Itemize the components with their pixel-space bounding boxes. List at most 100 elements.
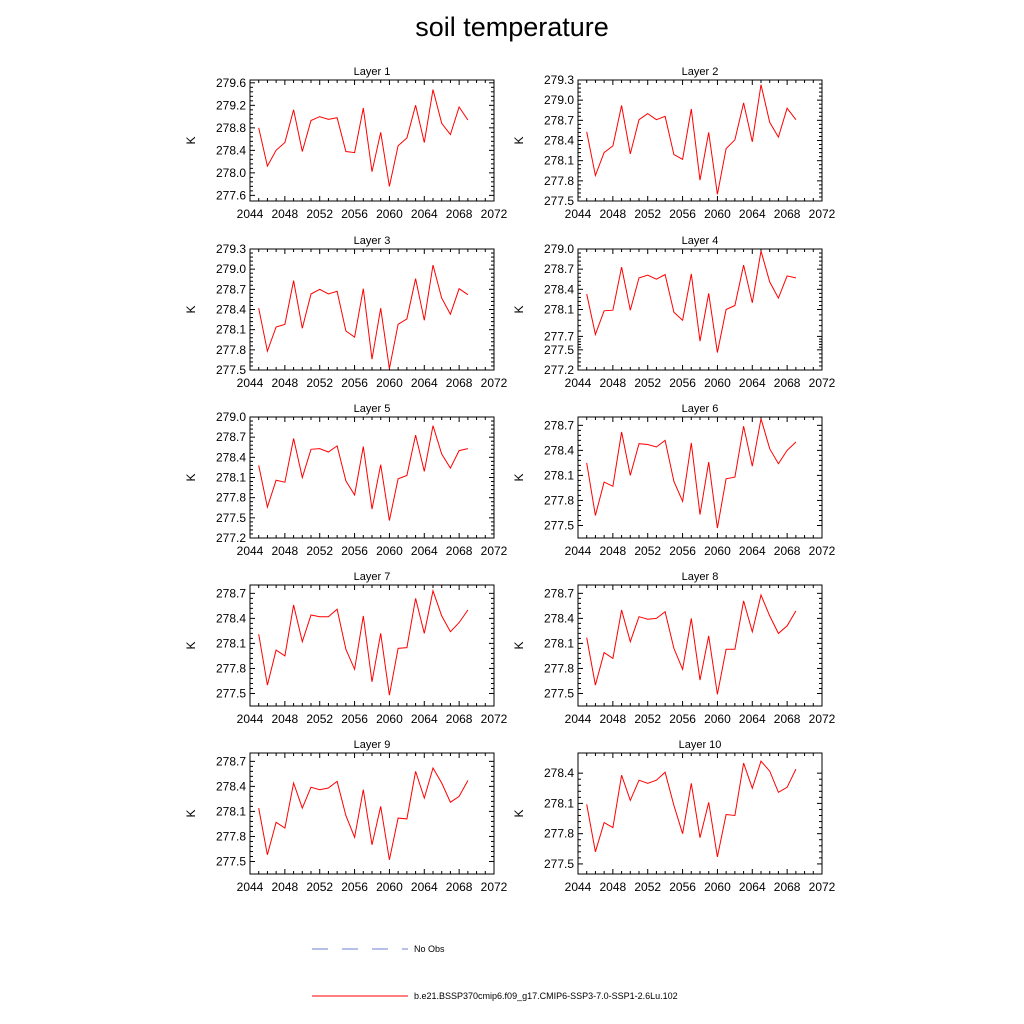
series-line <box>258 264 469 369</box>
series-line <box>586 593 797 695</box>
x-tick-label: 2044 <box>237 544 264 558</box>
y-tick-label: 278.1 <box>216 471 246 485</box>
y-tick-label: 279.3 <box>544 73 574 87</box>
panel-title: Layer 3 <box>354 235 391 247</box>
x-tick-label: 2068 <box>446 544 473 558</box>
y-tick-label: 278.1 <box>216 323 246 337</box>
x-tick-label: 2052 <box>306 207 333 221</box>
x-tick-label: 2072 <box>481 712 508 726</box>
y-tick-label: 278.4 <box>544 282 574 296</box>
x-tick-label: 2052 <box>306 376 333 390</box>
x-tick-label: 2044 <box>565 544 592 558</box>
x-tick-label: 2068 <box>446 712 473 726</box>
y-tick-label: 277.2 <box>216 531 246 545</box>
y-tick-label: 278.4 <box>544 611 574 625</box>
x-tick-label: 2060 <box>704 880 731 894</box>
x-tick-label: 2044 <box>565 880 592 894</box>
panel-1: Layer 1 K 2044 2048 2052 2056 2060 2064 2068 2072… <box>184 66 508 221</box>
y-axis-label: K <box>184 305 198 313</box>
x-tick-label: 2060 <box>704 376 731 390</box>
x-tick-label: 2064 <box>411 376 438 390</box>
y-tick-label: 278.7 <box>544 113 574 127</box>
x-tick-label: 2044 <box>565 207 592 221</box>
x-tick-label: 2068 <box>446 207 473 221</box>
x-tick-label: 2056 <box>341 207 368 221</box>
x-tick-label: 2060 <box>376 712 403 726</box>
x-tick-label: 2056 <box>341 712 368 726</box>
x-tick-label: 2052 <box>634 544 661 558</box>
x-tick-label: 2060 <box>376 880 403 894</box>
x-tick-label: 2068 <box>774 376 801 390</box>
x-tick-label: 2068 <box>446 880 473 894</box>
series-line <box>586 418 797 529</box>
y-tick-label: 278.4 <box>216 303 246 317</box>
x-tick-label: 2068 <box>774 712 801 726</box>
x-tick-label: 2052 <box>306 712 333 726</box>
y-tick-label: 278.4 <box>216 779 246 793</box>
y-tick-label: 278.4 <box>544 766 574 780</box>
y-tick-label: 277.8 <box>544 827 574 841</box>
y-tick-label: 277.5 <box>216 363 246 377</box>
y-axis-label: K <box>184 136 198 144</box>
x-tick-label: 2044 <box>237 207 264 221</box>
y-axis-label: K <box>184 641 198 649</box>
panel-title: Layer 6 <box>682 403 719 415</box>
x-tick-label: 2052 <box>634 376 661 390</box>
x-tick-label: 2072 <box>809 207 836 221</box>
plot-frame <box>249 416 495 539</box>
x-tick-label: 2060 <box>704 207 731 221</box>
x-tick-label: 2068 <box>774 207 801 221</box>
x-tick-label: 2056 <box>669 712 696 726</box>
legend-model-line <box>312 995 408 997</box>
x-tick-label: 2064 <box>739 712 766 726</box>
x-tick-label: 2044 <box>565 376 592 390</box>
y-tick-label: 279.0 <box>216 410 246 424</box>
panel-4: Layer 4 K 2044 2048 2052 2056 2060 2064 2068 2072… <box>512 235 836 390</box>
y-tick-label: 277.5 <box>544 857 574 871</box>
x-tick-label: 2060 <box>376 207 403 221</box>
y-tick-label: 277.5 <box>216 686 246 700</box>
y-tick-label: 277.8 <box>216 661 246 675</box>
x-tick-label: 2068 <box>774 880 801 894</box>
series-line <box>258 89 469 187</box>
x-tick-label: 2072 <box>481 544 508 558</box>
panel-title: Layer 2 <box>682 66 719 78</box>
y-tick-label: 278.1 <box>544 796 574 810</box>
series-line <box>586 250 797 353</box>
panel-title: Layer 1 <box>354 66 391 78</box>
legend-model-label: b.e21.BSSP370cmip6.f09_g17.CMIP6-SSP3-7.… <box>414 991 678 1001</box>
panel-10: Layer 10 K 2044 2048 2052 2056 2060 2064 2068 207… <box>512 739 836 894</box>
panel-3: Layer 3 K 2044 2048 2052 2056 2060 2064 2068 2072… <box>184 235 508 390</box>
panel-9: Layer 9 K 2044 2048 2052 2056 2060 2064 2068 2072… <box>184 739 508 894</box>
y-tick-label: 278.7 <box>544 586 574 600</box>
x-tick-label: 2048 <box>600 544 627 558</box>
x-tick-label: 2064 <box>411 544 438 558</box>
x-tick-label: 2060 <box>704 712 731 726</box>
y-tick-label: 278.7 <box>216 430 246 444</box>
x-tick-label: 2064 <box>739 376 766 390</box>
x-tick-label: 2052 <box>306 544 333 558</box>
y-tick-label: 278.7 <box>216 754 246 768</box>
y-tick-label: 279.2 <box>216 98 246 112</box>
y-tick-label: 277.5 <box>544 343 574 357</box>
x-tick-label: 2072 <box>481 880 508 894</box>
x-tick-label: 2048 <box>272 376 299 390</box>
x-tick-label: 2048 <box>272 207 299 221</box>
y-tick-label: 278.1 <box>544 636 574 650</box>
y-tick-label: 278.7 <box>544 262 574 276</box>
x-tick-label: 2068 <box>774 544 801 558</box>
y-tick-label: 278.1 <box>216 804 246 818</box>
plot-frame <box>249 248 495 371</box>
y-tick-label: 279.0 <box>544 242 574 256</box>
y-tick-label: 277.6 <box>216 188 246 202</box>
x-tick-label: 2056 <box>669 544 696 558</box>
x-tick-label: 2064 <box>411 712 438 726</box>
x-tick-label: 2044 <box>237 712 264 726</box>
plot-frame <box>577 752 823 875</box>
panel-title: Layer 8 <box>682 571 719 583</box>
x-tick-label: 2052 <box>306 880 333 894</box>
x-tick-label: 2060 <box>376 544 403 558</box>
x-tick-label: 2064 <box>411 207 438 221</box>
y-tick-label: 278.8 <box>216 121 246 135</box>
